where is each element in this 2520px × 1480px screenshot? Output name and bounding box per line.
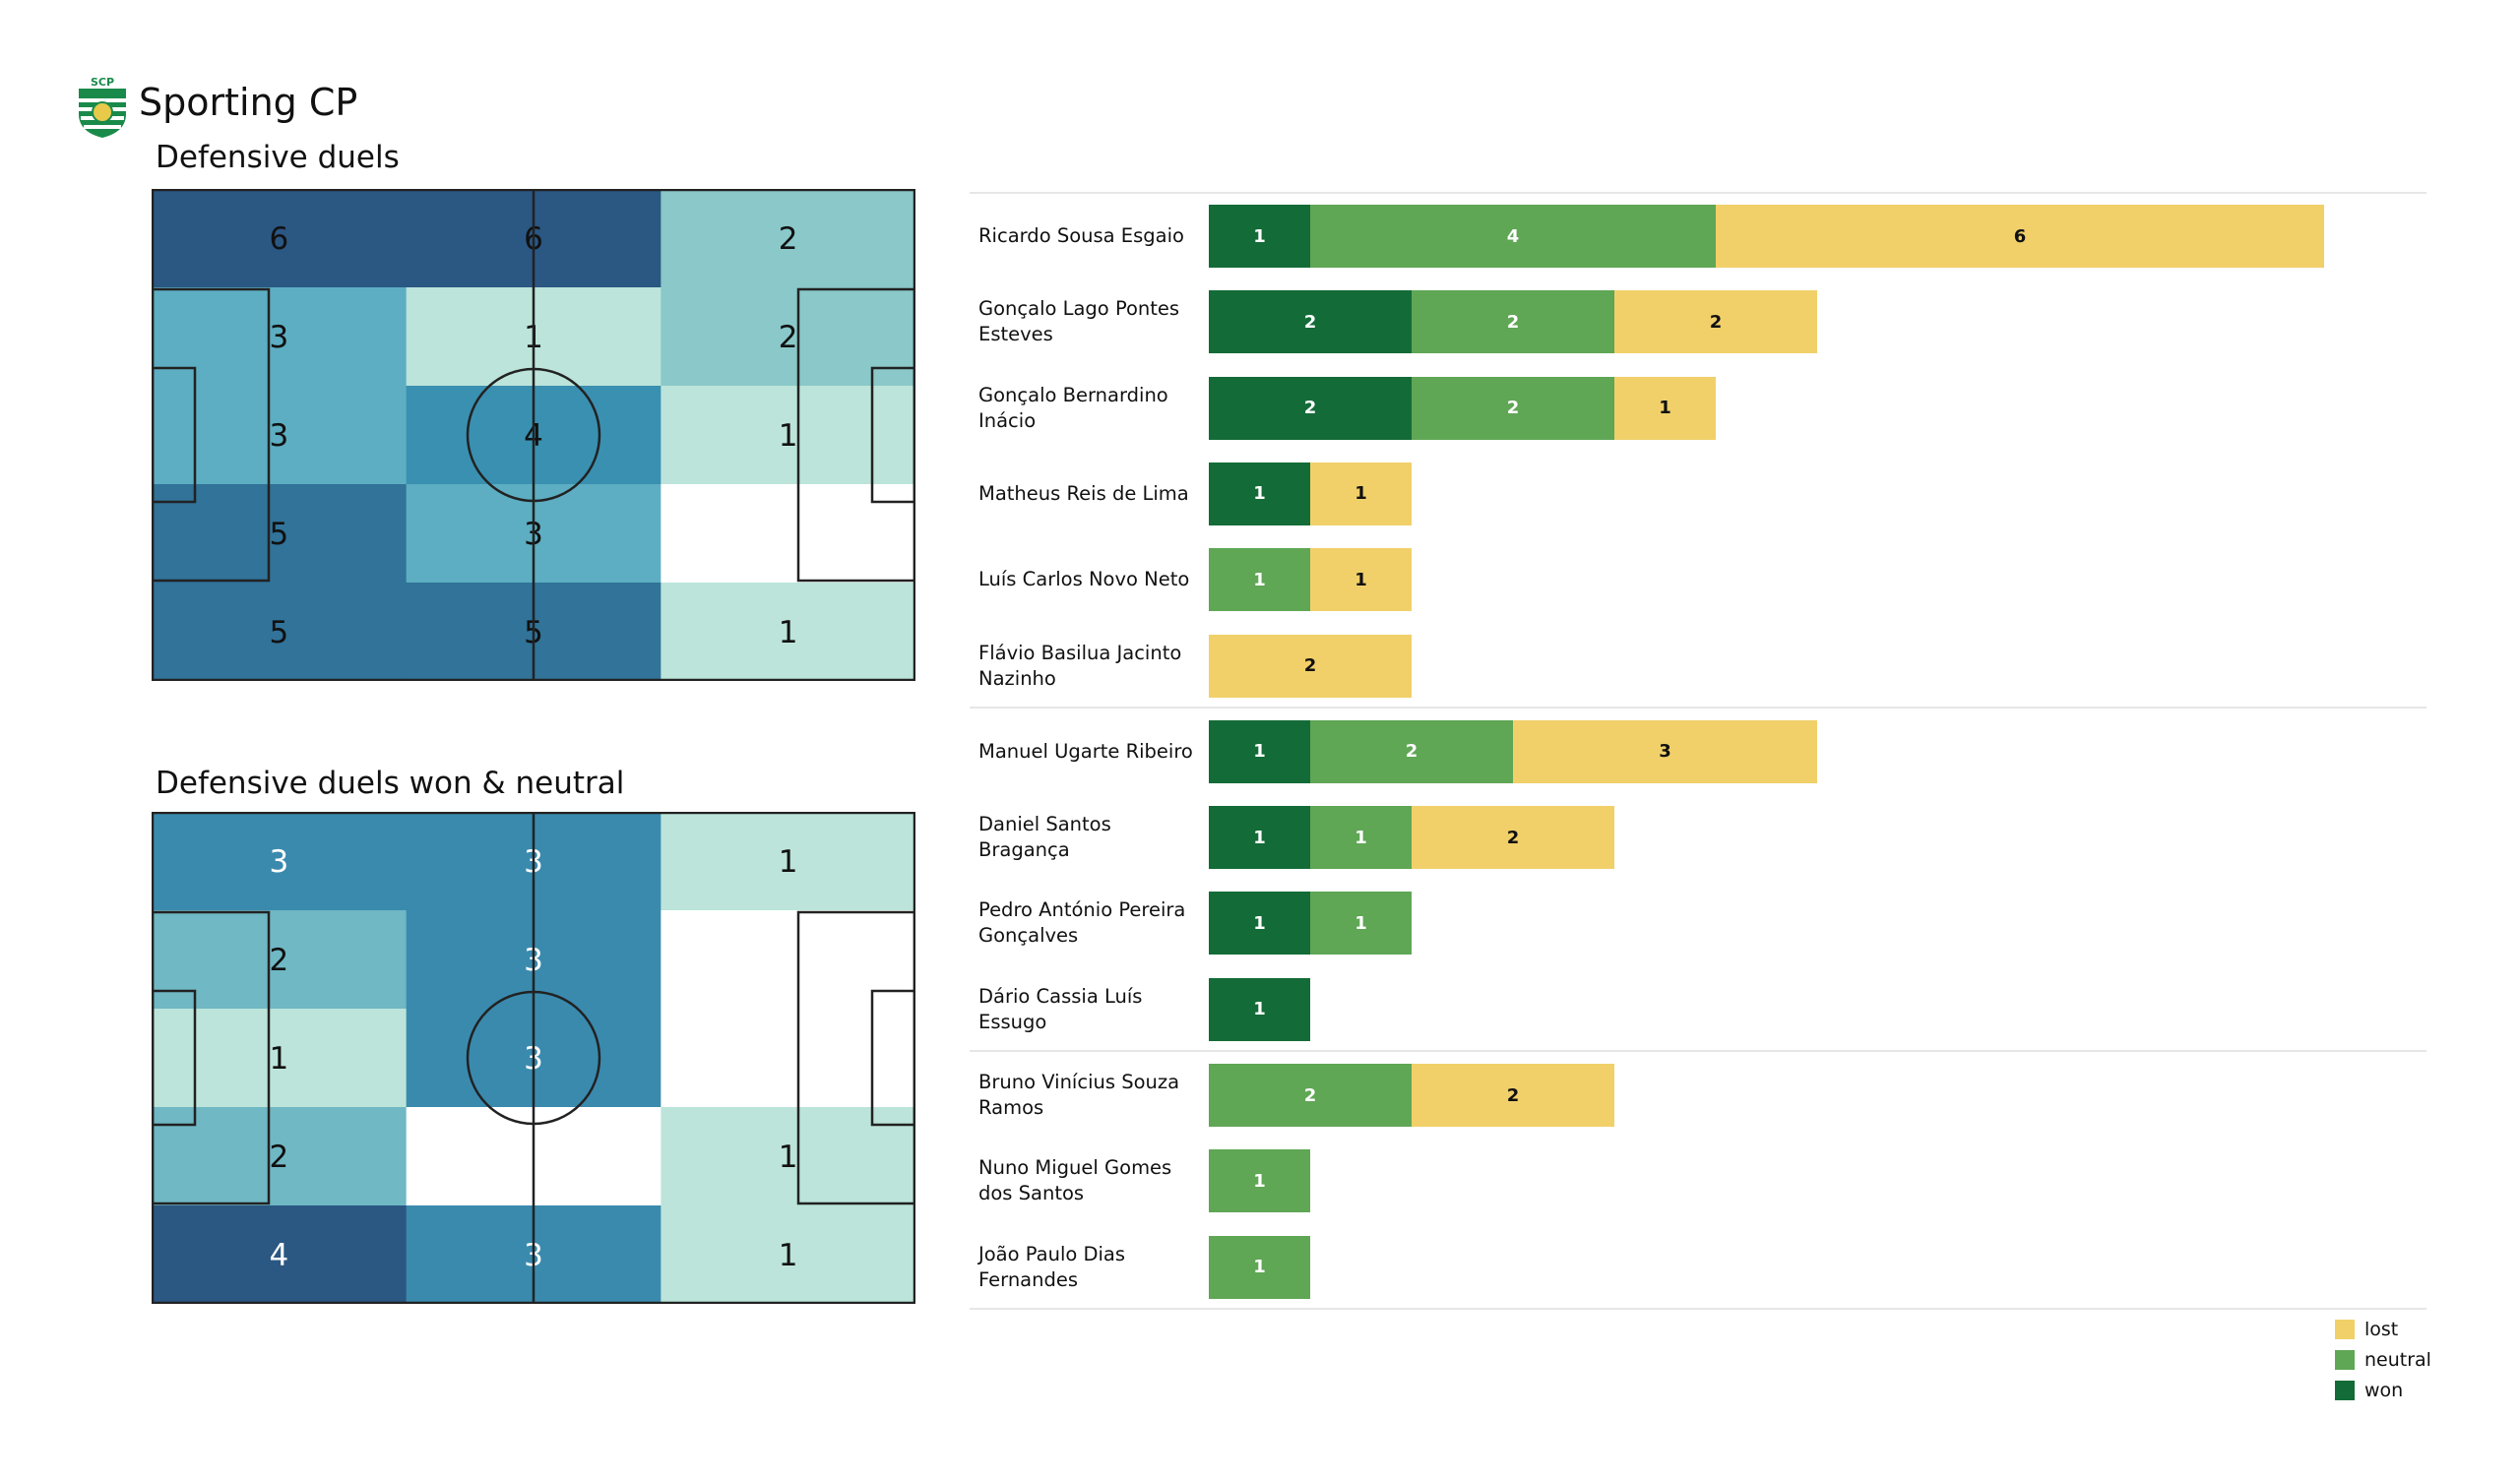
legend-swatch [2335,1350,2355,1370]
bar-won: 2 [1209,290,1412,354]
heat-cell [152,583,408,682]
bar-won: 2 [1209,376,1412,440]
pitch-title-won-neutral: Defensive duels won & neutral [156,766,625,801]
heat-cell [661,910,916,1010]
bar-won: 1 [1209,205,1310,268]
legend-label: won [2364,1380,2404,1401]
bar-won: 1 [1209,892,1310,956]
bar-won: 1 [1209,462,1310,525]
player-name: Gonçalo Bernardino Inácio [978,383,1168,432]
pitch-lines [151,188,916,682]
heat-cell-value: 1 [779,1238,798,1273]
heat-cell-value: 1 [779,1140,798,1175]
heat-cell [661,189,916,288]
bar-lost: 2 [1412,1064,1614,1127]
bar-neutral: 2 [1310,719,1513,783]
bar-neutral: 1 [1209,548,1310,612]
bar-lost: 1 [1310,548,1412,612]
bar-neutral: 2 [1412,376,1614,440]
bar-neutral: 1 [1310,806,1412,870]
heat-cell [661,1009,916,1108]
bar-neutral: 2 [1412,290,1614,354]
legend-item-neutral: neutral [2335,1349,2431,1371]
legend-label: lost [2364,1319,2399,1340]
heat-cell [152,189,408,288]
team-title: Sporting CP [139,81,358,124]
heat-cell-value: 1 [779,844,798,880]
heat-cell-value: 2 [779,320,798,355]
sporting-logo: SCP [79,76,126,138]
group-divider [970,192,2426,194]
legend-swatch [2335,1381,2355,1400]
heat-cell [661,583,916,682]
player-name: Daniel Santos Bragança [978,813,1111,862]
heat-cell-value: 1 [779,418,798,454]
bar-lost: 1 [1310,462,1412,525]
bar-neutral: 1 [1209,1149,1310,1213]
bar-neutral: 2 [1209,1064,1412,1127]
group-divider [970,1308,2426,1311]
heat-cell [152,812,408,911]
legend-item-lost: lost [2335,1319,2398,1340]
player-name: Manuel Ugarte Ribeiro [978,739,1193,763]
group-divider [970,707,2426,709]
heat-cell [661,484,916,584]
legend-item-won: won [2335,1380,2403,1401]
heat-cell-value: 3 [269,418,288,454]
bar-lost: 2 [1412,806,1614,870]
legend-label: neutral [2364,1349,2431,1371]
heat-cell-value: 5 [269,517,288,552]
legend-swatch [2335,1320,2355,1339]
bar-neutral: 1 [1310,892,1412,956]
heat-cell [661,812,916,911]
bar-lost: 2 [1209,634,1412,698]
heat-cell [152,1205,408,1305]
player-name: Matheus Reis de Lima [978,481,1189,505]
heat-cell-value: 2 [269,1140,288,1175]
player-name: Flávio Basilua Jacinto Nazinho [978,641,1182,690]
bar-lost: 1 [1614,376,1716,440]
heat-cell-value: 3 [269,320,288,355]
bar-neutral: 4 [1310,205,1716,268]
pitch-lines [151,811,916,1305]
player-name: Nuno Miguel Gomes dos Santos [978,1156,1172,1205]
player-name: Pedro António Pereira Gonçalves [978,898,1186,948]
bar-lost: 6 [1716,205,2324,268]
heat-cell [661,386,916,485]
heat-cell-value: 5 [269,615,288,650]
player-name: João Paulo Dias Fernandes [978,1242,1126,1291]
bar-neutral: 1 [1209,1235,1310,1299]
heat-cell-value: 2 [269,943,288,978]
group-divider [970,1050,2426,1053]
bar-won: 1 [1209,977,1310,1041]
pitch-title-defensive-duels: Defensive duels [156,140,400,175]
heat-cell-value: 4 [269,1238,288,1273]
player-name: Dário Cassia Luís Essugo [978,984,1143,1033]
heat-cell-value: 2 [779,221,798,257]
bar-won: 1 [1209,719,1310,783]
heat-cell-value: 3 [269,844,288,880]
heat-cell-value: 6 [269,221,288,257]
bar-lost: 3 [1513,719,1817,783]
heat-cell-value: 1 [269,1041,288,1077]
player-name: Bruno Vinícius Souza Ramos [978,1071,1180,1119]
player-name: Ricardo Sousa Esgaio [978,224,1184,247]
svg-text:SCP: SCP [91,76,114,89]
bar-won: 1 [1209,806,1310,870]
player-name: Luís Carlos Novo Neto [978,568,1190,591]
bar-lost: 2 [1614,290,1817,354]
heat-cell-value: 1 [779,615,798,650]
heat-cell [661,287,916,387]
player-name: Gonçalo Lago Pontes Esteves [978,297,1180,346]
heat-cell [661,1205,916,1305]
